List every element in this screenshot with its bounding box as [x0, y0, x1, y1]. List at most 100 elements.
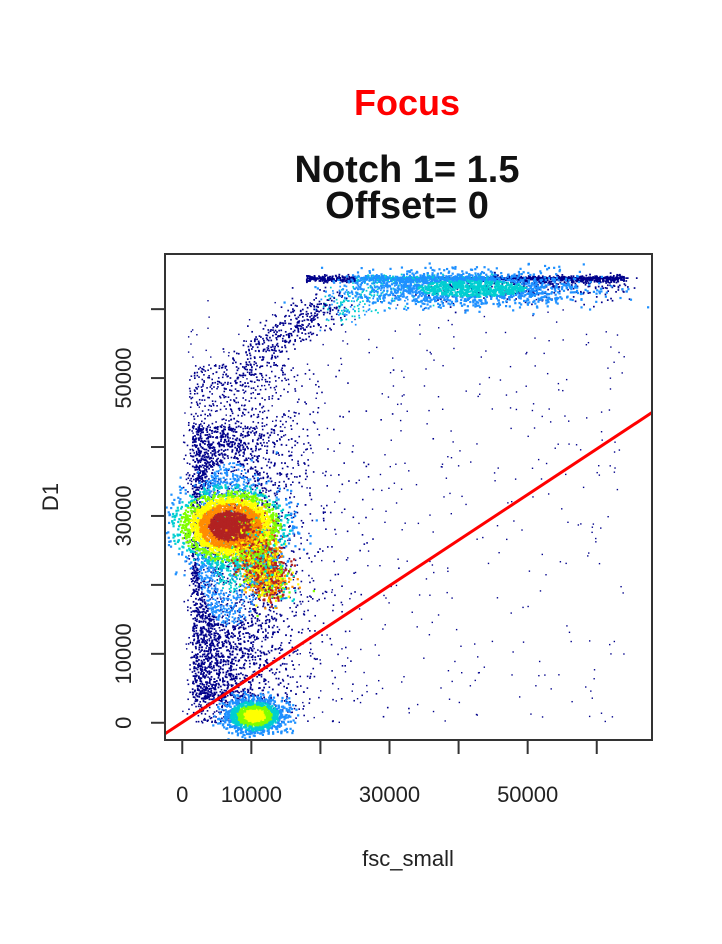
density-point: [353, 572, 355, 574]
density-point: [327, 308, 329, 311]
density-point: [302, 701, 304, 704]
density-point: [254, 397, 257, 400]
density-point: [196, 404, 199, 407]
density-point: [256, 416, 259, 419]
density-point: [267, 650, 270, 652]
density-point: [196, 572, 199, 575]
density-point: [586, 417, 588, 419]
density-point: [222, 384, 224, 386]
density-point: [429, 280, 432, 283]
density-point: [362, 290, 364, 293]
density-point: [312, 373, 315, 375]
density-point: [295, 611, 297, 614]
density-point: [367, 275, 370, 277]
density-point: [296, 325, 298, 328]
density-point: [241, 374, 243, 377]
density-point: [396, 403, 399, 406]
density-point: [221, 364, 224, 367]
density-point: [198, 424, 201, 426]
density-point: [564, 415, 566, 417]
density-point: [572, 296, 575, 298]
density-point: [251, 373, 254, 376]
density-point: [296, 476, 298, 478]
density-point: [262, 438, 265, 441]
density-point: [253, 662, 255, 664]
density-point: [401, 529, 403, 531]
density-point: [186, 713, 189, 715]
density-point: [327, 299, 330, 301]
density-point: [316, 277, 319, 280]
density-point: [293, 602, 296, 605]
density-point: [208, 638, 211, 640]
density-point: [218, 380, 220, 383]
density-point: [279, 321, 282, 324]
density-point: [210, 384, 213, 387]
density-point: [485, 350, 487, 352]
density-point: [195, 401, 198, 403]
density-point: [418, 594, 421, 596]
density-point: [257, 342, 260, 345]
density-point: [233, 590, 236, 593]
density-point: [547, 282, 550, 285]
density-point: [242, 397, 245, 399]
density-point: [190, 330, 193, 333]
density-point: [254, 617, 257, 619]
density-point: [611, 278, 614, 281]
density-point: [451, 680, 453, 683]
density-point: [267, 632, 269, 634]
density-point: [229, 505, 231, 507]
density-point: [287, 511, 290, 514]
density-point: [223, 433, 226, 435]
density-point: [494, 480, 496, 482]
density-point: [216, 647, 218, 650]
density-point: [269, 609, 272, 612]
density-point: [283, 685, 285, 688]
density-point: [587, 282, 590, 284]
density-point: [331, 589, 334, 591]
density-point: [191, 438, 194, 441]
density-point: [584, 277, 587, 279]
density-point: [306, 687, 309, 689]
density-point: [460, 645, 462, 647]
density-point: [226, 577, 229, 580]
density-point: [207, 586, 210, 588]
density-point: [215, 616, 217, 619]
density-point: [301, 308, 304, 311]
density-point: [253, 374, 255, 376]
density-point: [350, 660, 352, 662]
density-point: [315, 383, 317, 386]
density-point: [403, 394, 405, 396]
density-point: [347, 278, 349, 281]
density-point: [246, 368, 249, 371]
density-point: [415, 294, 417, 296]
density-point: [265, 337, 268, 339]
density-point: [232, 684, 234, 687]
density-point: [189, 607, 192, 609]
density-point: [338, 273, 341, 276]
density-point: [250, 366, 253, 369]
density-point: [235, 668, 237, 671]
density-point: [348, 292, 351, 294]
density-point: [344, 630, 347, 633]
density-point: [324, 286, 327, 289]
density-point: [201, 367, 203, 370]
density-point: [565, 562, 567, 565]
density-point: [320, 505, 323, 507]
density-point: [534, 365, 536, 367]
density-point: [373, 284, 376, 287]
density-point: [212, 614, 214, 617]
density-point: [352, 308, 355, 311]
density-point: [292, 343, 295, 346]
density-point: [326, 299, 329, 301]
density-point: [188, 708, 190, 711]
density-point: [600, 277, 603, 280]
density-point: [210, 630, 213, 633]
density-point: [343, 315, 346, 317]
density-point: [209, 635, 212, 638]
density-point: [237, 407, 240, 410]
density-point: [278, 517, 280, 520]
density-point: [323, 274, 326, 276]
density-point: [268, 686, 271, 689]
density-point: [241, 404, 243, 407]
density-point: [227, 375, 229, 378]
